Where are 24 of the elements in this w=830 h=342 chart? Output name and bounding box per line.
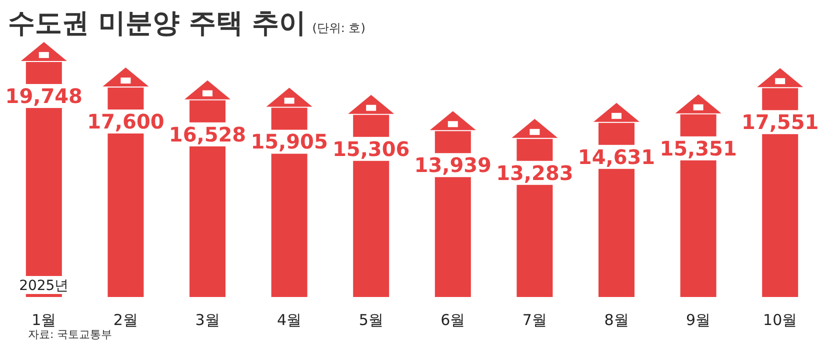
text: 자료: 국토교통부 <box>28 328 112 341</box>
x-tick-label: 2월 <box>113 311 138 329</box>
x-tick-label: 10월 <box>763 311 798 329</box>
x-tick-label: 8월 <box>604 311 629 329</box>
x-tick-label: 7월 <box>522 311 547 329</box>
data-label: 15,351 <box>660 136 737 160</box>
x-tick-label: 4월 <box>277 311 302 329</box>
chart-title: 수도권 미분양 주택 추이 <box>8 8 306 39</box>
x-tick-label: 9월 <box>686 311 711 329</box>
chart-subtitle: (단위: 호) <box>312 21 366 35</box>
data-label: 15,905 <box>250 130 328 154</box>
data-label: 17,600 <box>87 110 164 134</box>
x-tick-label: 6월 <box>440 311 466 329</box>
annotation: 2025년 <box>19 278 69 294</box>
data-label: 16,528 <box>168 122 246 146</box>
x-tick-label: 1월 <box>32 311 56 329</box>
data-label: 13,939 <box>414 153 492 178</box>
x-tick-label: 3월 <box>195 311 220 329</box>
data-label: 17,551 <box>742 110 819 134</box>
data-label: 14,631 <box>578 144 656 169</box>
x-tick-label: 5월 <box>358 311 384 329</box>
data-label: 13,283 <box>496 160 574 185</box>
data-label: 15,306 <box>332 136 410 161</box>
data-label: 19,748 <box>5 84 82 108</box>
